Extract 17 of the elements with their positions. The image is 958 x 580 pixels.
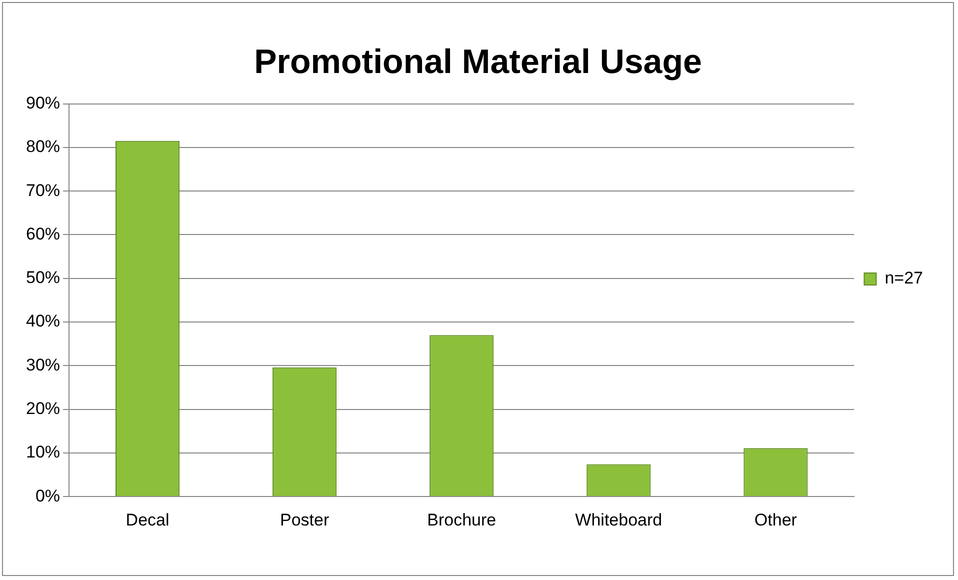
x-tick-label: Decal	[126, 510, 170, 530]
x-tick-label: Brochure	[427, 510, 496, 530]
x-tick-label: Other	[754, 510, 798, 530]
y-tick-label: 90%	[26, 93, 60, 112]
y-tick-label: 80%	[26, 137, 60, 156]
x-tick-label: Poster	[280, 510, 330, 530]
y-tick-label: 50%	[26, 268, 60, 288]
y-tick-label: 10%	[26, 442, 60, 462]
legend-label: n=27	[884, 268, 924, 288]
y-tick-label: 60%	[26, 224, 60, 244]
y-tick-label: 70%	[26, 180, 60, 200]
y-tick-label: 0%	[35, 486, 60, 506]
y-tick-label: 40%	[26, 312, 60, 331]
x-tick-label: Whiteboard	[575, 510, 662, 530]
y-tick-label: 30%	[26, 355, 60, 374]
chart-title: Promotional Material Usage	[254, 42, 702, 81]
y-tick-label: 20%	[26, 399, 60, 418]
